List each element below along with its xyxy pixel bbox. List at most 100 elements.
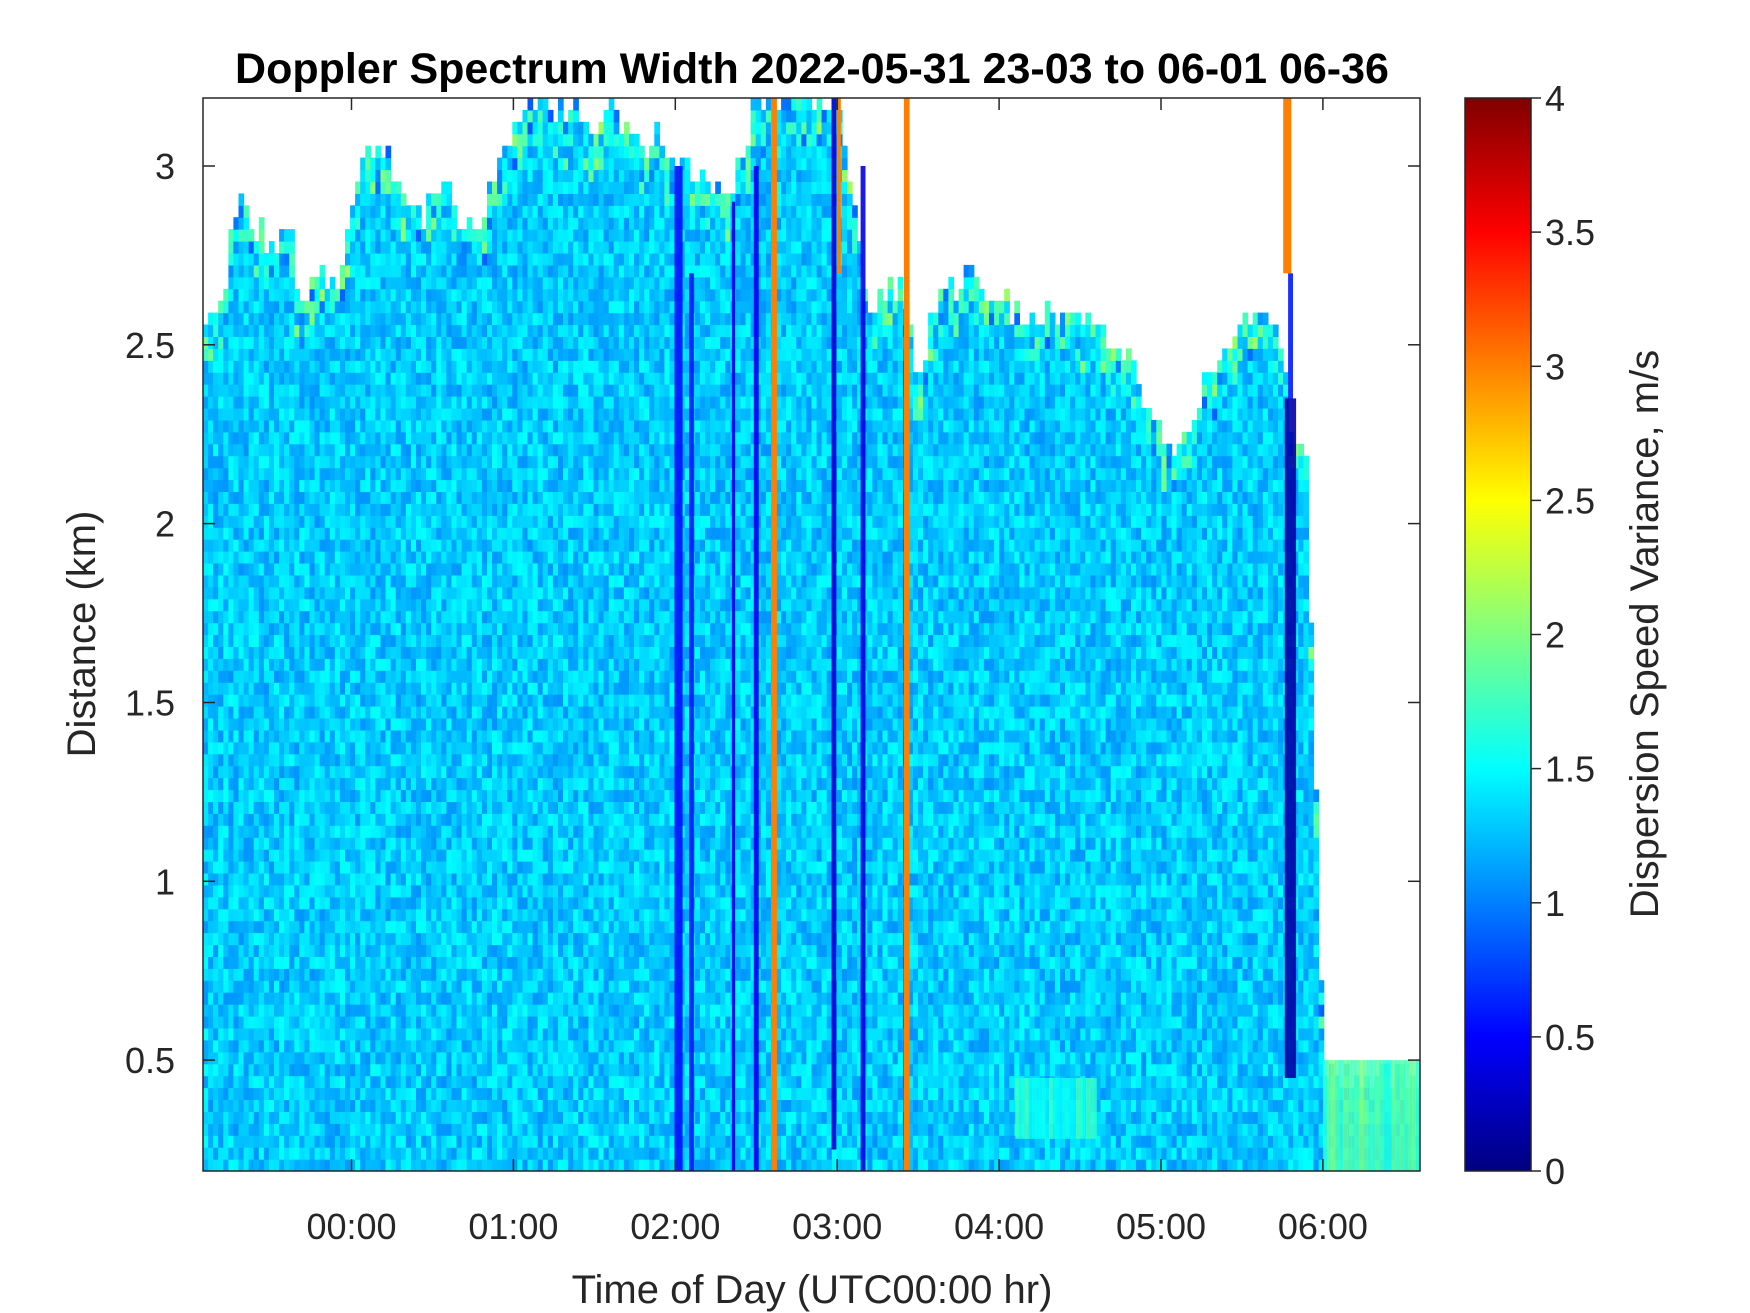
heatmap-cell [456,872,463,886]
heatmap-cell [279,372,285,385]
heatmap-cell [324,1123,331,1136]
heatmap-cell [385,1147,392,1160]
heatmap-cell [466,741,473,755]
heatmap-cell [410,1039,417,1053]
heatmap-cell [334,980,341,993]
heatmap-cell [466,348,473,361]
heatmap-cell [228,479,235,492]
heatmap-cell [294,670,300,683]
heatmap-cell [228,670,235,683]
heatmap-cell [345,944,351,957]
heatmap-cell [426,443,432,457]
heatmap-cell [466,670,473,683]
heatmap-cell [329,1159,336,1171]
heatmap-cell [345,789,351,802]
heatmap-cell [451,1039,458,1053]
heatmap-cell [268,610,275,624]
heatmap-cell [284,1016,290,1029]
heatmap-cell [350,408,356,421]
heatmap-cell [400,598,407,612]
heatmap-cell [345,467,351,481]
heatmap-cell [350,1135,356,1148]
heatmap-cell [481,884,488,898]
heatmap-cell [248,551,255,564]
heatmap-cell [218,1004,224,1017]
heatmap-cell [487,479,493,492]
heatmap-cell [309,980,316,993]
heatmap-cell [390,408,397,421]
heatmap-cell [497,980,503,993]
heatmap-cell [299,551,305,564]
heatmap-cell [263,658,270,671]
heatmap-cell [436,205,442,218]
heatmap-cell [492,288,498,302]
heatmap-cell [471,968,478,981]
heatmap-cell [258,1063,265,1077]
heatmap-cell [461,753,468,767]
heatmap-cell [451,419,458,433]
heatmap-cell [263,1123,270,1136]
heatmap-cell [502,169,508,182]
heatmap-cell [405,670,412,683]
heatmap-cell [421,646,427,659]
heatmap-cell [507,503,513,516]
heatmap-cell [502,1111,508,1124]
heatmap-cell [314,682,321,695]
heatmap-cell [345,527,351,540]
heatmap-cell [350,1087,356,1100]
heatmap-cell [329,384,336,397]
heatmap-cell [228,443,235,457]
heatmap-cell [253,515,260,528]
heatmap-cell [400,968,407,981]
heatmap-cell [466,682,473,695]
heatmap-cell [263,419,270,433]
heatmap-cell [339,682,346,695]
heatmap-cell [365,861,371,874]
heatmap-cell [481,253,488,266]
heatmap-cell [395,336,402,349]
heatmap-cell [233,765,240,779]
heatmap-cell [314,1039,321,1053]
heatmap-cell [441,1039,447,1053]
heatmap-cell [274,1099,280,1112]
heatmap-cell [512,706,518,719]
heatmap-cell [289,372,295,385]
heatmap-cell [492,551,498,564]
heatmap-cell [446,551,453,564]
heatmap-cell [471,574,478,588]
heatmap-cell [345,491,351,504]
heatmap-cell [461,849,468,862]
heatmap-cell [441,396,447,409]
heatmap-cell [375,539,382,552]
heatmap-cell [375,169,382,182]
heatmap-cell [400,408,407,421]
heatmap-cell [421,729,427,743]
heatmap-cell [426,288,432,302]
heatmap-cell [309,1004,316,1017]
heatmap-cell [248,515,255,528]
heatmap-cell [497,288,503,302]
heatmap-cell [456,706,463,719]
heatmap-cell [213,837,219,850]
heatmap-cell [334,360,341,373]
heatmap-cell [410,491,417,504]
heatmap-cell [380,539,387,552]
heatmap-cell [481,610,488,624]
heatmap-cell [268,253,275,266]
heatmap-cell [375,849,382,862]
heatmap-cell [203,1004,209,1017]
heatmap-cell [365,276,371,290]
heatmap-cell [319,431,326,445]
heatmap-cell [360,825,366,838]
heatmap-cell [481,396,488,409]
heatmap-cell [476,408,483,421]
heatmap-cell [360,765,366,779]
heatmap-cell [314,1087,321,1100]
heatmap-cell [497,658,503,671]
heatmap-cell [461,288,468,302]
heatmap-cell [487,372,493,385]
heatmap-cell [233,813,240,826]
heatmap-cell [339,837,346,850]
heatmap-cell [471,1039,478,1053]
